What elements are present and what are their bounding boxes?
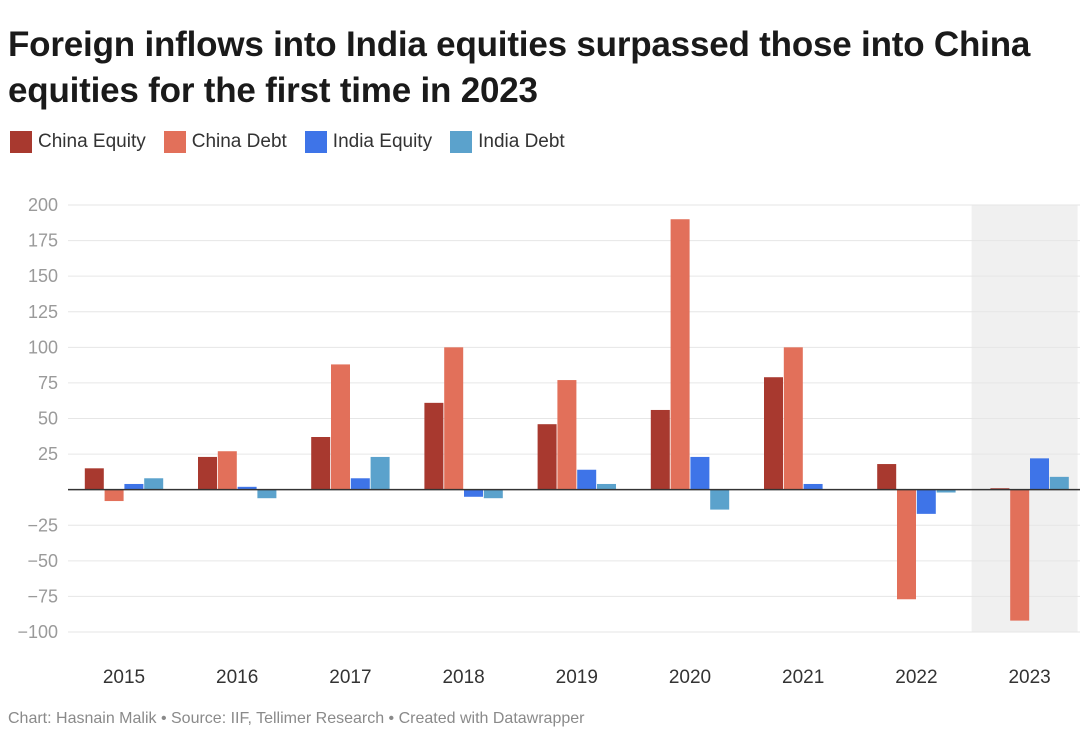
bar-india-equity-2021: [803, 483, 823, 490]
y-tick-label: −75: [27, 586, 58, 606]
legend-label-china-debt: China Debt: [191, 131, 287, 152]
legend: China Equity China Debt India Equity Ind…: [10, 128, 583, 156]
bar-india-equity-2017: [350, 478, 370, 490]
bar-china-debt-2021: [783, 347, 803, 490]
bar-chart: 200 175 150 125 100 75 50 25 −25 −50 −75 −100 2015 20…: [17, 195, 1080, 688]
bar-china-debt-2018: [444, 347, 464, 490]
x-tick-label: 2023: [1008, 667, 1050, 688]
bar-india-equity-2022: [916, 489, 936, 514]
legend-label-china-equity: China Equity: [38, 131, 146, 152]
bar-china-equity-2020: [650, 409, 670, 490]
y-tick-label: 125: [28, 302, 58, 322]
bar-india-equity-2016: [237, 486, 257, 490]
y-tick-label: 150: [28, 266, 58, 286]
bar-china-equity-2022: [877, 464, 897, 490]
chart-title: Foreign inflows into India equities surp…: [8, 25, 1031, 110]
legend-swatch-china-debt: [163, 131, 186, 153]
bar-china-debt-2020: [670, 219, 690, 490]
bar-china-debt-2017: [331, 364, 350, 490]
bar-india-debt-2023: [1049, 476, 1069, 490]
bar-china-debt-2019: [557, 380, 577, 490]
bar-india-debt-2019: [597, 483, 616, 490]
bar-india-equity-2023: [1030, 458, 1049, 490]
y-tick-label: −100: [17, 622, 58, 642]
y-tick-label: 200: [28, 195, 58, 215]
bar-india-debt-2016: [257, 489, 277, 499]
x-tick-label: 2015: [103, 667, 145, 688]
legend-swatch-china-equity: [10, 131, 32, 153]
bar-china-equity-2021: [764, 377, 783, 490]
bar-india-debt-2022: [936, 489, 956, 493]
bar-china-equity-2019: [537, 424, 557, 490]
legend-label-india-debt: India Debt: [478, 131, 565, 152]
bar-china-equity-2016: [198, 456, 217, 490]
bar-india-equity-2015: [124, 483, 144, 490]
bar-india-debt-2018: [483, 489, 503, 499]
x-tick-label: 2016: [216, 667, 258, 688]
legend-swatch-india-equity: [304, 131, 327, 153]
bar-china-debt-2023: [1010, 489, 1030, 621]
x-tick-label: 2017: [329, 667, 371, 688]
legend-item-india-equity: India Equity: [304, 131, 433, 153]
y-tick-label: 25: [38, 444, 58, 464]
bar-india-equity-2018: [464, 489, 483, 497]
bar-china-debt-2016: [217, 451, 237, 490]
y-tick-label: 100: [28, 337, 58, 357]
y-tick-label: −25: [27, 515, 58, 535]
y-tick-label: −50: [27, 551, 58, 571]
legend-item-china-equity: China Equity: [10, 131, 146, 153]
legend-item-china-debt: China Debt: [163, 131, 287, 153]
bar-china-equity-2015: [84, 468, 104, 490]
bar-china-equity-2018: [424, 402, 444, 490]
bar-india-equity-2019: [577, 469, 597, 490]
bar-china-debt-2015: [104, 489, 124, 502]
x-tick-label: 2018: [442, 667, 484, 688]
x-tick-label: 2020: [669, 667, 711, 688]
legend-item-india-debt: India Debt: [450, 131, 565, 153]
x-tick-label: 2021: [782, 667, 824, 688]
legend-label-india-equity: India Equity: [332, 131, 433, 152]
legend-swatch-india-debt: [450, 131, 473, 153]
chart-footer: Chart: Hasnain Malik • Source: IIF, Tell…: [8, 710, 585, 727]
y-tick-label: 175: [28, 231, 58, 251]
y-tick-label: 75: [38, 373, 58, 393]
bar-india-equity-2020: [690, 456, 710, 490]
bar-india-debt-2017: [370, 456, 390, 490]
bar-india-debt-2015: [144, 478, 164, 490]
bar-china-debt-2022: [897, 489, 916, 600]
y-tick-label: 50: [38, 409, 58, 429]
x-tick-label: 2022: [895, 667, 937, 688]
x-tick-label: 2019: [556, 667, 598, 688]
bar-china-equity-2017: [311, 437, 331, 490]
bar-india-debt-2020: [710, 489, 730, 510]
